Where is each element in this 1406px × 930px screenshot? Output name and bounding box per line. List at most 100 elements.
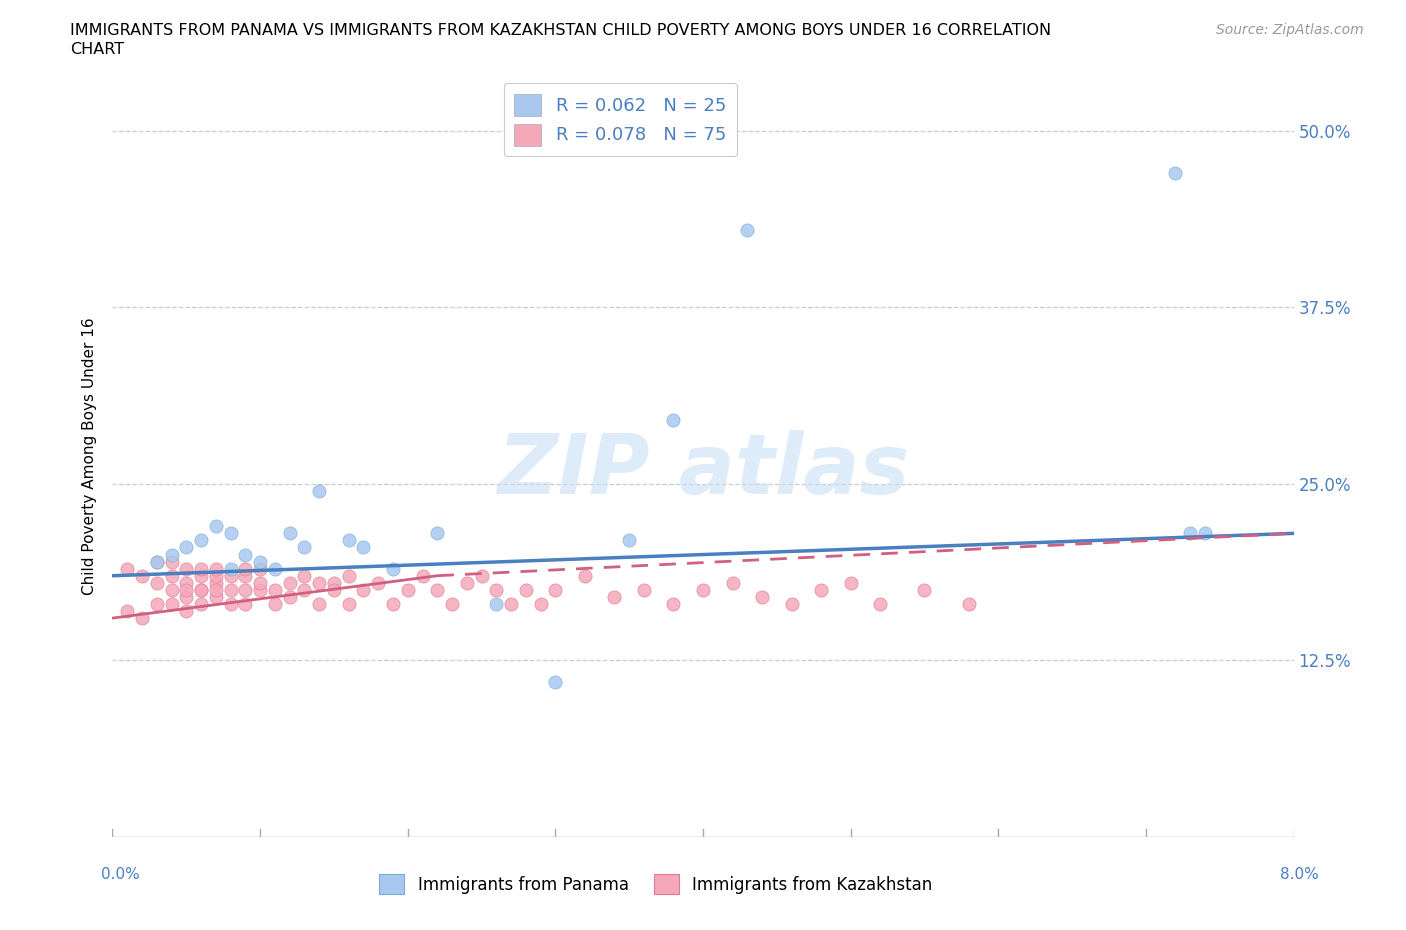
Point <box>190 596 212 611</box>
Text: IMMIGRANTS FROM PANAMA VS IMMIGRANTS FROM KAZAKHSTAN CHILD POVERTY AMONG BOYS UN: IMMIGRANTS FROM PANAMA VS IMMIGRANTS FRO… <box>70 23 1052 38</box>
Legend: R = 0.062   N = 25, R = 0.078   N = 75: R = 0.062 N = 25, R = 0.078 N = 75 <box>503 84 737 156</box>
Point <box>174 561 197 576</box>
Point <box>412 568 434 583</box>
Point <box>249 582 271 597</box>
Point <box>308 484 330 498</box>
Point <box>869 596 891 611</box>
Text: 8.0%: 8.0% <box>1279 867 1319 882</box>
Point <box>219 561 242 576</box>
Point <box>219 568 242 583</box>
Point <box>205 519 228 534</box>
Point <box>264 596 287 611</box>
Text: 0.0%: 0.0% <box>101 867 141 882</box>
Point <box>662 596 685 611</box>
Point <box>205 561 228 576</box>
Point <box>219 596 242 611</box>
Point <box>337 568 360 583</box>
Point <box>1194 526 1216 541</box>
Point <box>264 561 287 576</box>
Point <box>485 596 508 611</box>
Point <box>278 526 301 541</box>
Point <box>205 582 228 597</box>
Point <box>233 568 256 583</box>
Point <box>603 590 626 604</box>
Point <box>205 576 228 591</box>
Point <box>160 596 183 611</box>
Point <box>205 590 228 604</box>
Point <box>780 596 803 611</box>
Point <box>501 596 523 611</box>
Point <box>367 576 389 591</box>
Point <box>308 596 330 611</box>
Point <box>174 576 197 591</box>
Point <box>810 582 832 597</box>
Point <box>292 568 315 583</box>
Point <box>249 576 271 591</box>
Point <box>205 568 228 583</box>
Point <box>352 582 374 597</box>
Text: CHART: CHART <box>70 42 124 57</box>
Point <box>278 590 301 604</box>
Point <box>190 568 212 583</box>
Point <box>308 576 330 591</box>
Point <box>737 222 759 237</box>
Point <box>117 604 138 618</box>
Point <box>146 596 169 611</box>
Point <box>692 582 714 597</box>
Point <box>160 582 183 597</box>
Point <box>278 576 301 591</box>
Point <box>174 582 197 597</box>
Point <box>190 582 212 597</box>
Point <box>456 576 478 591</box>
Point <box>131 568 153 583</box>
Point <box>957 596 980 611</box>
Point <box>441 596 464 611</box>
Point <box>264 582 287 597</box>
Point <box>544 582 567 597</box>
Point <box>219 526 242 541</box>
Point <box>337 533 360 548</box>
Point <box>529 596 551 611</box>
Point <box>233 561 256 576</box>
Point <box>914 582 936 597</box>
Point <box>292 540 315 555</box>
Point <box>574 568 596 583</box>
Point <box>190 533 212 548</box>
Point <box>544 674 567 689</box>
Point <box>337 596 360 611</box>
Point <box>249 554 271 569</box>
Point <box>721 576 744 591</box>
Point <box>662 413 685 428</box>
Point <box>515 582 537 597</box>
Point <box>190 561 212 576</box>
Point <box>146 576 169 591</box>
Point <box>233 596 256 611</box>
Point <box>839 576 862 591</box>
Point <box>146 554 169 569</box>
Point <box>619 533 641 548</box>
Point <box>190 582 212 597</box>
Point <box>233 582 256 597</box>
Point <box>382 596 405 611</box>
Point <box>485 582 508 597</box>
Point <box>233 547 256 562</box>
Point <box>219 582 242 597</box>
Point <box>426 582 449 597</box>
Point <box>323 582 346 597</box>
Point <box>1178 526 1201 541</box>
Point <box>352 540 374 555</box>
Text: ZIP atlas: ZIP atlas <box>496 431 910 512</box>
Text: Source: ZipAtlas.com: Source: ZipAtlas.com <box>1216 23 1364 37</box>
Point <box>174 604 197 618</box>
Point <box>426 526 449 541</box>
Point <box>633 582 655 597</box>
Point <box>323 576 346 591</box>
Point <box>117 561 138 576</box>
Point <box>249 561 271 576</box>
Point <box>160 568 183 583</box>
Point <box>174 540 197 555</box>
Point <box>382 561 405 576</box>
Point <box>1164 166 1187 180</box>
Point <box>160 554 183 569</box>
Point <box>396 582 419 597</box>
